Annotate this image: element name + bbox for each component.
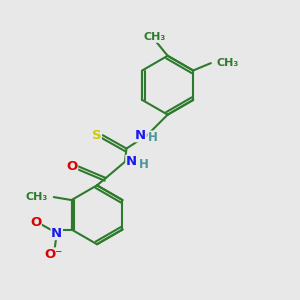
Text: O⁻: O⁻ bbox=[44, 248, 62, 261]
Text: CH₃: CH₃ bbox=[216, 58, 239, 68]
Text: CH₃: CH₃ bbox=[143, 32, 166, 42]
Text: H: H bbox=[148, 131, 158, 144]
Text: H: H bbox=[139, 158, 149, 171]
Text: CH₃: CH₃ bbox=[26, 192, 48, 202]
Text: N: N bbox=[51, 226, 62, 239]
Text: O: O bbox=[30, 216, 41, 229]
Text: N: N bbox=[126, 155, 137, 168]
Text: O: O bbox=[66, 160, 78, 173]
Text: S: S bbox=[92, 129, 101, 142]
Text: N: N bbox=[135, 129, 146, 142]
